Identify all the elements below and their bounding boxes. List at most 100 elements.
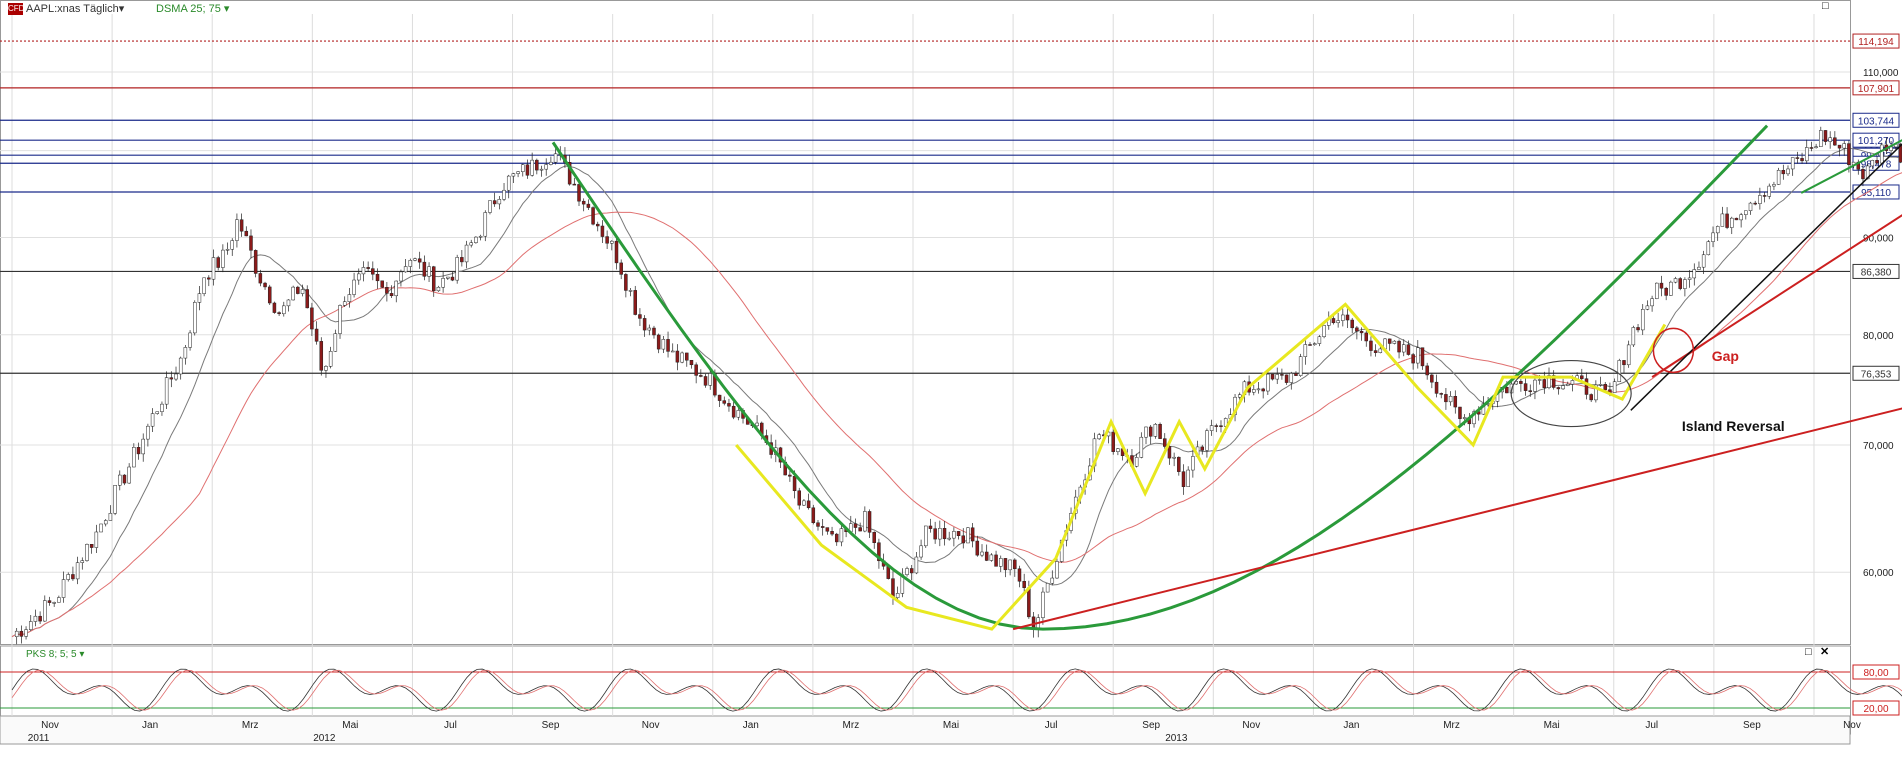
candle-body	[277, 312, 281, 315]
candle-body	[1725, 213, 1729, 228]
candle-body	[1650, 298, 1654, 307]
price-tick-label: 110,000	[1863, 68, 1899, 79]
candle-body	[225, 248, 230, 251]
candle-body	[755, 422, 759, 427]
candle-body	[928, 525, 933, 529]
candle-body	[108, 513, 113, 521]
candle-body	[581, 200, 586, 205]
candle-body	[610, 240, 614, 244]
candle-body	[310, 307, 314, 330]
candle-body	[1298, 356, 1303, 376]
candle-body	[1336, 320, 1340, 324]
candle-body	[905, 568, 909, 575]
month-tick-label: Mrz	[242, 720, 259, 731]
dsma-indicator-label[interactable]: DSMA 25; 75 ▾	[156, 3, 230, 15]
candle-body	[680, 352, 684, 363]
candle-body	[1284, 374, 1289, 383]
candle-body	[497, 199, 502, 205]
candle-body	[820, 526, 825, 528]
maximize-icon[interactable]: □	[1805, 646, 1812, 658]
candles	[14, 126, 1902, 645]
candle-body	[1730, 217, 1734, 228]
candle-body	[511, 173, 516, 177]
candle-body	[160, 403, 164, 412]
candle-body	[1612, 381, 1617, 393]
sma-slow-line	[11, 172, 1902, 638]
month-tick-label: Nov	[1843, 720, 1861, 731]
candle-body	[118, 474, 122, 486]
candle-body	[914, 556, 919, 574]
candle-body	[202, 277, 206, 294]
gap-circle	[1652, 327, 1695, 374]
candle-body	[1753, 202, 1757, 205]
candle-body	[1795, 157, 1800, 159]
maximize-icon[interactable]: □	[1822, 0, 1829, 12]
candle-body	[436, 286, 441, 292]
candle-body	[136, 447, 141, 455]
candle-body	[685, 352, 689, 361]
chart-annotation: Gap	[1712, 348, 1739, 364]
pks-indicator-label[interactable]: PKS 8; 5; 5 ▾	[26, 649, 85, 660]
candle-body	[1870, 160, 1875, 167]
year-tick-label: 2013	[1165, 733, 1188, 744]
candle-body	[1748, 202, 1753, 211]
month-tick-label: Mrz	[1443, 720, 1460, 731]
candle-body	[596, 223, 600, 227]
candle-body	[961, 535, 966, 544]
candle-body	[1008, 559, 1012, 571]
month-tick-label: Mai	[1544, 720, 1560, 731]
candle-body	[1472, 411, 1476, 425]
candle-body	[539, 168, 544, 171]
candle-body	[1181, 471, 1186, 487]
candle-body	[895, 593, 900, 598]
month-tick-label: Nov	[41, 720, 59, 731]
candle-body	[952, 531, 956, 539]
candle-body	[380, 280, 384, 288]
candle-body	[839, 528, 844, 543]
candle-body	[141, 438, 145, 455]
candle-body	[66, 574, 70, 580]
candle-body	[413, 258, 417, 261]
candle-body	[998, 558, 1003, 567]
price-tick-label: 60,000	[1863, 568, 1894, 579]
candle-body	[47, 600, 52, 603]
candle-body	[1055, 561, 1059, 579]
candle-body	[1045, 583, 1050, 593]
candle-body	[282, 305, 286, 315]
candle-body	[1697, 266, 1701, 270]
candle-body	[994, 554, 998, 567]
year-tick-label: 2012	[313, 733, 336, 744]
candle-body	[731, 405, 736, 418]
candle-body	[577, 184, 581, 202]
month-tick-label: Nov	[1242, 720, 1260, 731]
candle-body	[675, 350, 680, 363]
candle-body	[1790, 157, 1795, 170]
candle-body	[385, 287, 389, 294]
candle-body	[342, 301, 347, 306]
candle-body	[1523, 383, 1528, 391]
candle-body	[970, 527, 975, 542]
close-icon[interactable]: ✕	[1820, 646, 1830, 658]
sma-fast-line	[11, 147, 1902, 638]
candle-body	[1720, 213, 1725, 227]
candle-body	[1167, 446, 1172, 459]
candle-body	[853, 523, 858, 528]
candle-body	[427, 266, 431, 277]
symbol-label[interactable]: AAPL:xnas Täglich▾	[26, 3, 125, 15]
candle-body	[291, 286, 295, 301]
candle-body	[806, 500, 811, 509]
candle-body	[1289, 373, 1294, 383]
candle-body	[446, 276, 450, 279]
candle-body	[193, 302, 197, 334]
candle-body	[670, 350, 675, 353]
candle-body	[919, 545, 923, 558]
candle-body	[1312, 343, 1317, 346]
candle-body	[642, 318, 647, 331]
candle-body	[656, 334, 661, 350]
candle-body	[1017, 568, 1022, 582]
yellow-zigzag-line	[735, 302, 1667, 631]
candle-body	[1308, 344, 1312, 346]
candle-body	[1111, 431, 1115, 452]
candle-body	[94, 531, 99, 548]
candle-body	[127, 466, 131, 484]
